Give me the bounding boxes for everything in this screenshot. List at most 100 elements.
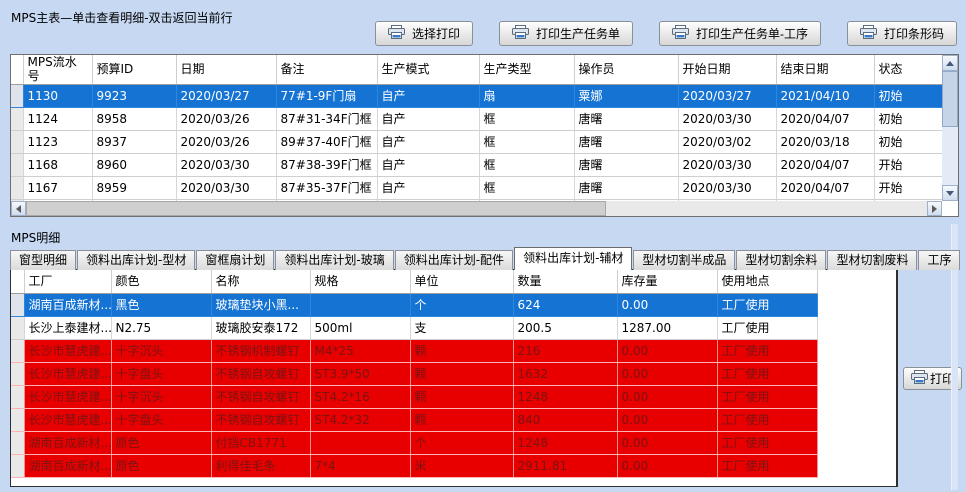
cell[interactable]: 工厂使用 xyxy=(717,339,818,363)
cell[interactable] xyxy=(874,199,942,201)
cell[interactable]: 0.00 xyxy=(617,385,718,409)
detail-print-button[interactable]: 打印 xyxy=(903,367,963,390)
cell[interactable]: 框 xyxy=(479,153,575,177)
cell[interactable]: 利得佳毛条 xyxy=(211,454,311,478)
cell[interactable]: 2020/03/27 xyxy=(176,84,277,108)
cell[interactable]: 2020/04/07 xyxy=(776,107,875,131)
row-header[interactable] xyxy=(11,130,24,154)
cell[interactable] xyxy=(574,199,679,201)
cell[interactable]: 2020/03/30 xyxy=(678,153,777,177)
cell[interactable] xyxy=(479,199,575,201)
cell[interactable]: 2020/03/30 xyxy=(176,176,277,200)
cell[interactable]: 原色 xyxy=(111,431,212,455)
vertical-scrollbar[interactable] xyxy=(942,55,958,201)
table-row[interactable]: 1130 9923 2020/03/27 77#1-9F门扇 自产扇粟娜 2020/03/… xyxy=(11,84,942,108)
scroll-up-icon[interactable] xyxy=(942,55,958,71)
cell[interactable]: 工厂使用 xyxy=(717,408,818,432)
cell[interactable]: 颗 xyxy=(410,362,514,386)
row-header[interactable] xyxy=(11,176,24,200)
cell[interactable]: 长沙市慧虎建... xyxy=(24,408,112,432)
row-header[interactable] xyxy=(11,199,24,201)
column-header[interactable]: 状态 xyxy=(874,55,942,85)
corner-header[interactable] xyxy=(11,55,24,85)
cell[interactable]: 2020/04/07 xyxy=(776,153,875,177)
cell[interactable]: 2020/04/07 xyxy=(776,176,875,200)
cell[interactable] xyxy=(377,199,480,201)
cell[interactable]: 唐曙 xyxy=(574,153,679,177)
cell[interactable]: 1248 xyxy=(513,431,618,455)
column-header[interactable]: 日期 xyxy=(176,55,277,85)
table-row[interactable]: 湖南百成新材... 原色 利得佳毛条 7*4 米 2911.81 0.00 工厂使用 xyxy=(11,454,818,478)
cell[interactable]: 8960 xyxy=(92,153,177,177)
scroll-left-icon[interactable] xyxy=(11,201,26,216)
cell[interactable]: 粟娜 xyxy=(574,84,679,108)
cell[interactable]: 2021/04/10 xyxy=(776,84,875,108)
table-row[interactable]: 长沙市慧虎建... 十字盘头 不锈钢自攻螺钉 ST3.9*50 颗 1632 0.00 工厂使… xyxy=(11,362,818,386)
cell[interactable]: 支 xyxy=(410,316,514,340)
cell[interactable]: 自产 xyxy=(377,107,480,131)
column-header[interactable]: 结束日期 xyxy=(776,55,875,85)
cell[interactable]: M4*25 xyxy=(310,339,411,363)
cell[interactable]: 初始 xyxy=(874,107,942,131)
column-header[interactable]: 使用地点 xyxy=(717,270,818,294)
cell[interactable]: 自产 xyxy=(377,84,480,108)
cell[interactable]: 0.00 xyxy=(617,293,718,317)
cell[interactable]: 唐曙 xyxy=(574,176,679,200)
cell[interactable]: 工厂使用 xyxy=(717,431,818,455)
cell[interactable]: 颗 xyxy=(410,385,514,409)
cell[interactable]: 89#37-40F门框 xyxy=(276,130,378,154)
cell[interactable]: 不锈钢自攻螺钉 xyxy=(211,385,311,409)
column-header[interactable]: 库存量 xyxy=(617,270,718,294)
cell[interactable]: 8937 xyxy=(92,130,177,154)
cell[interactable]: 工厂使用 xyxy=(717,385,818,409)
table-row[interactable]: 湖南百成新材... 原色 付挡CB1771 个 1248 0.00 工厂使用 xyxy=(11,431,818,455)
column-header[interactable]: 生产模式 xyxy=(377,55,480,85)
cell[interactable]: 1130 xyxy=(23,84,93,108)
cell[interactable]: 个 xyxy=(410,293,514,317)
cell[interactable]: 湖南百成新材... xyxy=(24,431,112,455)
column-header[interactable]: 生产类型 xyxy=(479,55,575,85)
table-row[interactable]: 长沙上泰建材... N2.75 玻璃胶安泰172 500ml 支 200.5 1287.00… xyxy=(11,316,818,340)
cell[interactable]: 8959 xyxy=(92,176,177,200)
print-task-process-button[interactable]: 打印生产任务单-工序 xyxy=(658,21,821,46)
cell[interactable]: 840 xyxy=(513,408,618,432)
row-header[interactable] xyxy=(11,293,25,317)
table-row[interactable]: 1167 8959 2020/03/30 87#35-37F门框 自产框唐曙 2020/0… xyxy=(11,176,942,200)
row-header[interactable] xyxy=(11,84,24,108)
cell[interactable]: 1168 xyxy=(23,153,93,177)
cell[interactable] xyxy=(776,199,875,201)
scrollbar-thumb[interactable] xyxy=(26,201,606,216)
cell[interactable]: 1124 xyxy=(23,107,93,131)
cell[interactable]: 2020/03/30 xyxy=(678,176,777,200)
cell[interactable]: 216 xyxy=(513,339,618,363)
scrollbar-thumb[interactable] xyxy=(942,71,958,127)
cell[interactable]: 工厂使用 xyxy=(717,316,818,340)
row-header[interactable] xyxy=(11,153,24,177)
select-print-button[interactable]: 选择打印 xyxy=(374,21,473,46)
cell[interactable]: 2020/03/26 xyxy=(176,130,277,154)
row-header[interactable] xyxy=(11,385,25,409)
detail-tab-5[interactable]: 领料出库计划-辅材 xyxy=(514,247,633,270)
row-header[interactable] xyxy=(11,431,25,455)
cell[interactable]: 工厂使用 xyxy=(717,362,818,386)
cell[interactable]: 工厂使用 xyxy=(717,454,818,478)
cell[interactable] xyxy=(678,199,777,201)
cell[interactable]: 500ml xyxy=(310,316,411,340)
detail-tab-6[interactable]: 型材切割半成品 xyxy=(633,250,736,270)
cell[interactable]: 初始 xyxy=(874,130,942,154)
cell[interactable]: 1167 xyxy=(23,176,93,200)
print-task-button[interactable]: 打印生产任务单 xyxy=(498,21,633,46)
cell[interactable]: 十字沉头 xyxy=(111,385,212,409)
cell[interactable]: 初始 xyxy=(874,84,942,108)
cell[interactable]: ST4.2*32 xyxy=(310,408,411,432)
row-header[interactable] xyxy=(11,339,25,363)
cell[interactable]: 自产 xyxy=(377,130,480,154)
detail-tab-7[interactable]: 型材切割余料 xyxy=(736,250,827,270)
cell[interactable]: 十字盘头 xyxy=(111,408,212,432)
row-header[interactable] xyxy=(11,408,25,432)
cell[interactable] xyxy=(310,431,411,455)
cell[interactable]: N2.75 xyxy=(111,316,212,340)
cell[interactable]: 2020/03/27 xyxy=(678,84,777,108)
corner-header[interactable] xyxy=(11,270,25,294)
cell[interactable]: 湖南百成新材... xyxy=(24,293,112,317)
